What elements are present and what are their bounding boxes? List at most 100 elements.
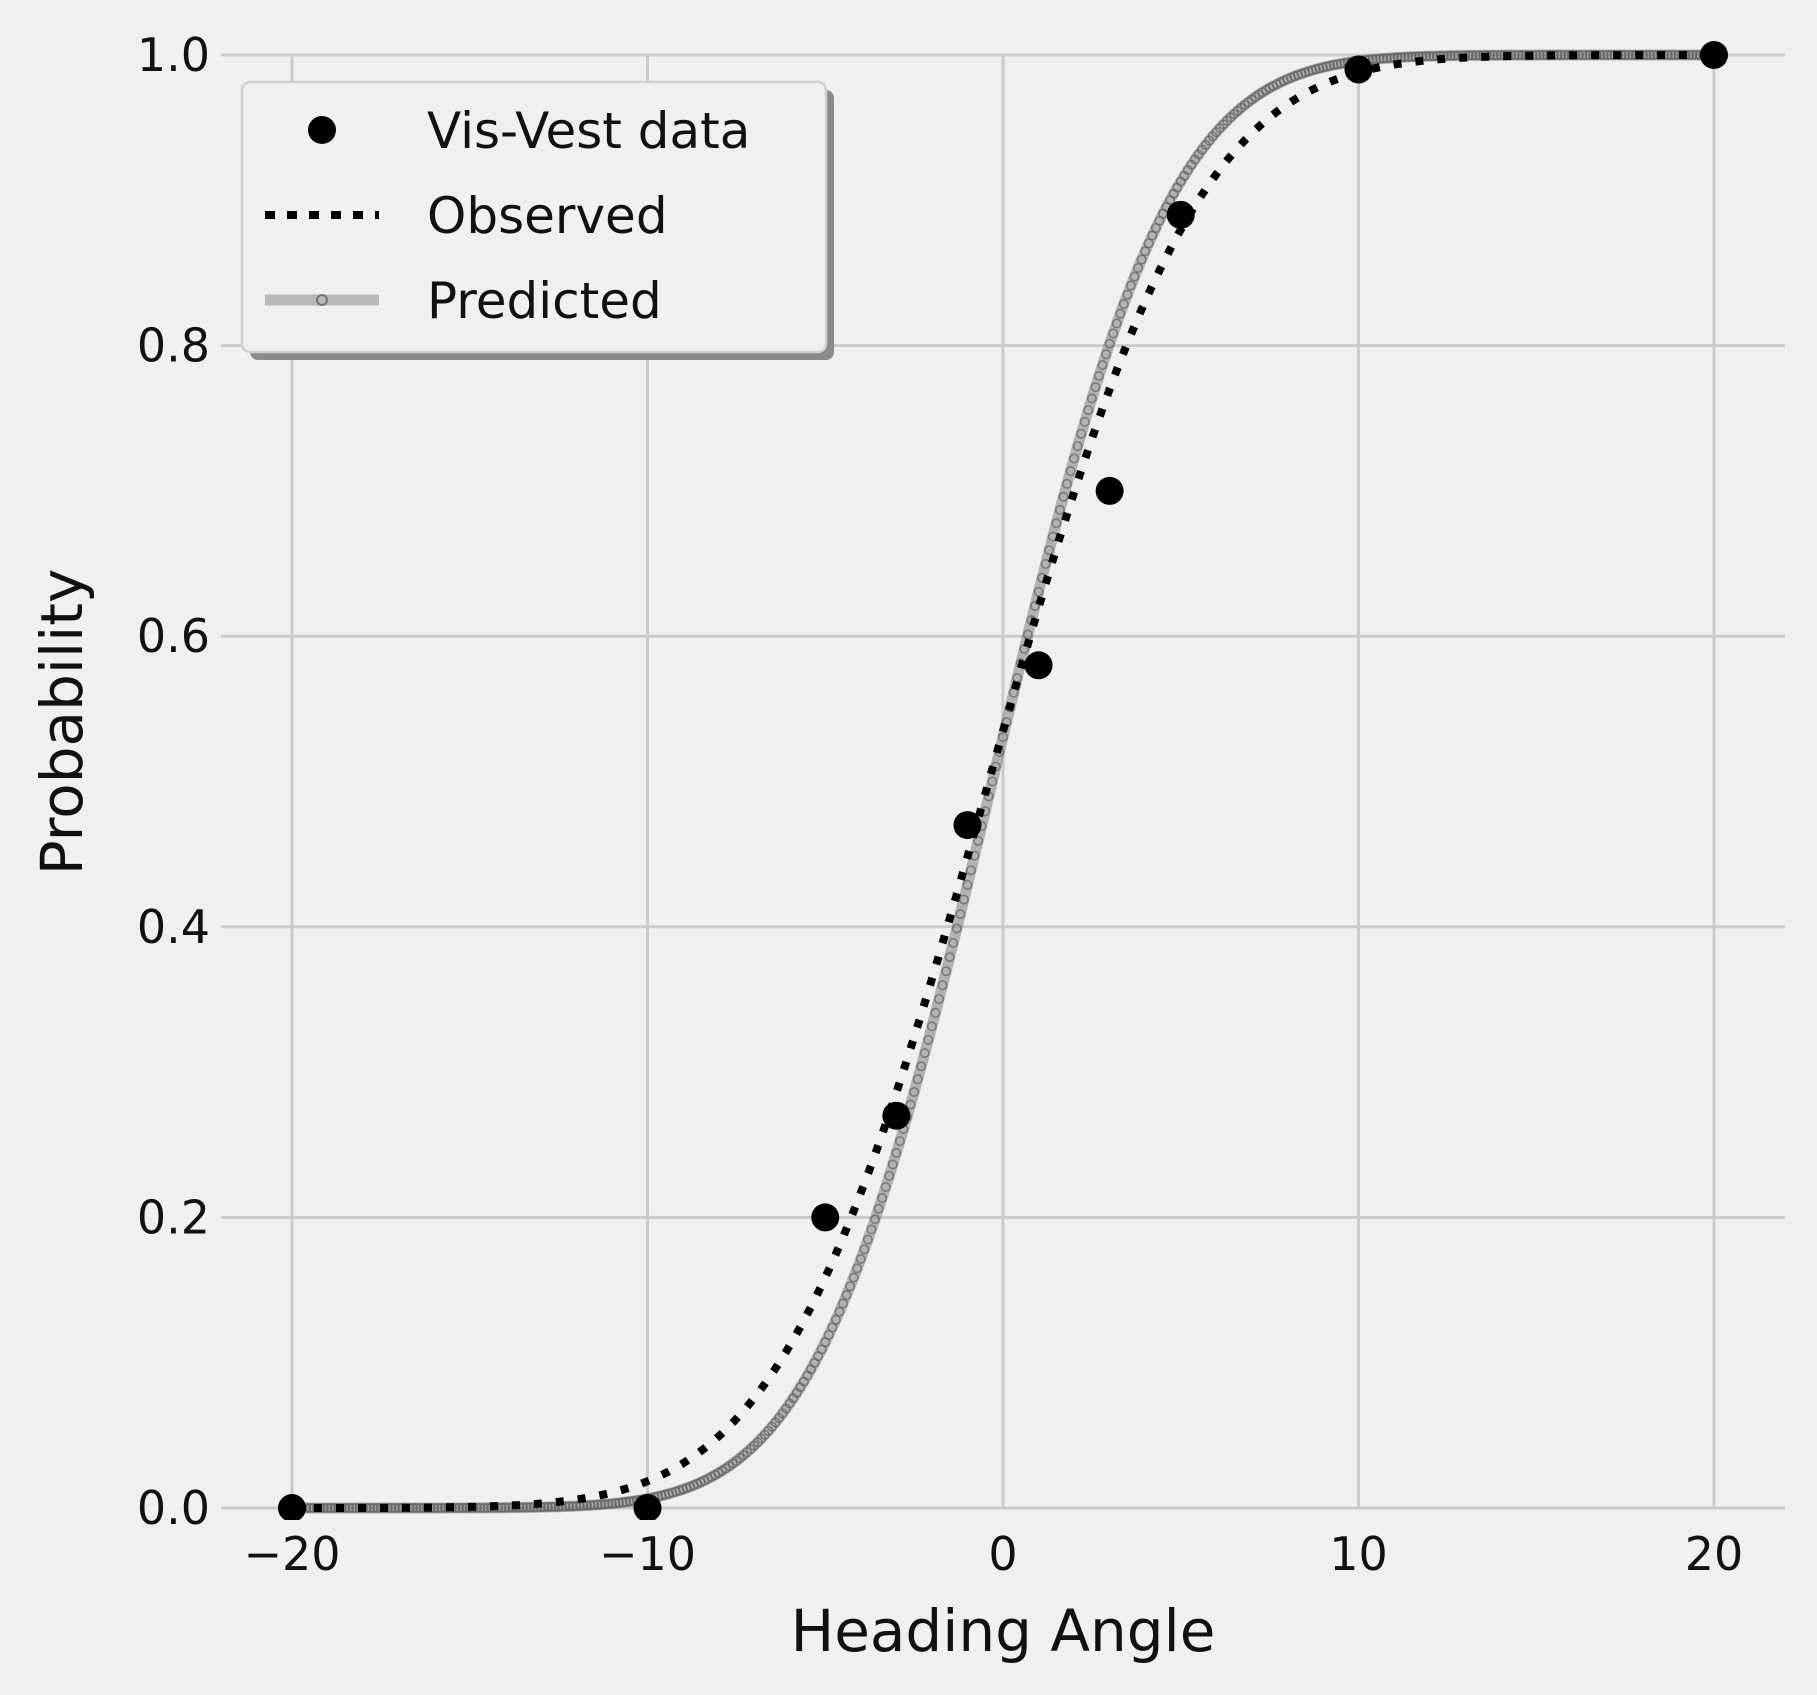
predicted-marker bbox=[1367, 54, 1378, 65]
predicted-marker bbox=[589, 1500, 600, 1511]
predicted-marker bbox=[1029, 600, 1040, 611]
predicted-marker bbox=[343, 1502, 354, 1513]
predicted-marker bbox=[322, 1502, 333, 1513]
predicted-marker bbox=[621, 1496, 632, 1507]
y-tick-label: 0.2 bbox=[137, 1190, 210, 1244]
predicted-marker bbox=[1104, 338, 1115, 349]
predicted-marker bbox=[1101, 349, 1112, 360]
predicted-marker bbox=[1598, 50, 1609, 61]
predicted-marker bbox=[1556, 50, 1567, 61]
predicted-marker bbox=[951, 923, 962, 934]
predicted-marker bbox=[962, 879, 973, 890]
predicted-marker bbox=[571, 1501, 582, 1512]
predicted-marker bbox=[1061, 478, 1072, 489]
predicted-marker bbox=[1467, 50, 1478, 61]
predicted-marker bbox=[1403, 51, 1414, 62]
predicted-marker bbox=[1093, 370, 1104, 381]
predicted-marker bbox=[1090, 382, 1101, 393]
predicted-marker bbox=[1406, 51, 1417, 62]
predicted-marker bbox=[1378, 53, 1389, 64]
predicted-marker bbox=[1069, 453, 1080, 464]
predicted-marker bbox=[1044, 545, 1055, 556]
predicted-marker bbox=[1040, 558, 1051, 569]
predicted-marker bbox=[916, 1061, 927, 1072]
predicted-marker bbox=[1488, 50, 1499, 61]
predicted-marker bbox=[870, 1214, 881, 1225]
x-axis-label: Heading Angle bbox=[791, 1597, 1216, 1665]
predicted-marker bbox=[948, 937, 959, 948]
predicted-marker bbox=[454, 1502, 465, 1513]
predicted-marker bbox=[866, 1224, 877, 1235]
curves bbox=[286, 49, 1720, 1514]
predicted-marker bbox=[1332, 59, 1343, 70]
predicted-marker bbox=[1371, 54, 1382, 65]
predicted-marker bbox=[365, 1502, 376, 1513]
predicted-marker bbox=[1385, 52, 1396, 63]
predicted-marker bbox=[891, 1147, 902, 1158]
predicted-marker bbox=[852, 1263, 863, 1274]
predicted-marker bbox=[610, 1498, 621, 1509]
predicted-marker bbox=[542, 1502, 553, 1513]
predicted-marker bbox=[1335, 58, 1346, 69]
predicted-marker bbox=[941, 966, 952, 977]
data-point bbox=[953, 811, 982, 840]
data-point bbox=[1344, 55, 1373, 84]
predicted-marker bbox=[912, 1074, 923, 1085]
predicted-marker bbox=[848, 1272, 859, 1283]
tick-labels: −20 −10 0 10 20 0.0 0.2 0.4 0.6 0.8 1.0 bbox=[137, 28, 1743, 1581]
predicted-marker bbox=[1136, 254, 1147, 265]
x-tick-label: −20 bbox=[243, 1527, 340, 1581]
predicted-marker bbox=[845, 1281, 856, 1292]
predicted-marker bbox=[841, 1290, 852, 1301]
predicted-marker bbox=[838, 1298, 849, 1309]
x-tick-label: 20 bbox=[1685, 1527, 1744, 1581]
predicted-marker bbox=[1559, 50, 1570, 61]
predicted-marker bbox=[546, 1501, 557, 1512]
predicted-marker bbox=[1022, 629, 1033, 640]
predicted-marker bbox=[1645, 50, 1656, 61]
predicted-marker bbox=[973, 835, 984, 846]
predicted-marker bbox=[1058, 491, 1069, 502]
predicted-marker bbox=[326, 1502, 337, 1513]
predicted-marker bbox=[955, 909, 966, 920]
predicted-marker bbox=[1133, 262, 1144, 273]
predicted-marker bbox=[624, 1496, 635, 1507]
observed-curve bbox=[291, 51, 1715, 1512]
predicted-marker bbox=[606, 1498, 617, 1509]
predicted-marker bbox=[958, 894, 969, 905]
predicted-marker bbox=[1083, 405, 1094, 416]
predicted-marker bbox=[1445, 50, 1456, 61]
data-points bbox=[278, 41, 1728, 1520]
predicted-marker bbox=[1140, 246, 1151, 257]
predicted-marker bbox=[436, 1502, 447, 1513]
predicted-marker bbox=[500, 1502, 511, 1513]
predicted-marker bbox=[1076, 428, 1087, 439]
predicted-marker bbox=[567, 1501, 578, 1512]
y-tick-label: 0.4 bbox=[137, 900, 210, 954]
predicted-marker bbox=[560, 1501, 571, 1512]
predicted-marker bbox=[937, 980, 948, 991]
predicted-marker bbox=[930, 1007, 941, 1018]
predicted-marker bbox=[919, 1048, 930, 1059]
predicted-marker bbox=[1492, 50, 1503, 61]
predicted-marker bbox=[1033, 586, 1044, 597]
predicted-marker bbox=[1097, 359, 1108, 370]
predicted-marker bbox=[1111, 318, 1122, 329]
predicted-marker bbox=[1634, 50, 1645, 61]
predicted-marker bbox=[859, 1244, 870, 1255]
predicted-marker bbox=[617, 1497, 628, 1508]
data-point bbox=[1095, 476, 1124, 505]
legend-label: Observed bbox=[427, 187, 668, 245]
predicted-marker bbox=[457, 1502, 468, 1513]
predicted-marker bbox=[368, 1502, 379, 1513]
predicted-marker bbox=[1602, 50, 1613, 61]
legend-label: Vis-Vest data bbox=[427, 102, 750, 160]
predicted-marker bbox=[1581, 50, 1592, 61]
predicted-marker bbox=[432, 1502, 443, 1513]
predicted-marker bbox=[1623, 50, 1634, 61]
x-tick-label: 10 bbox=[1329, 1527, 1388, 1581]
y-tick-label: 0.8 bbox=[137, 319, 210, 373]
data-point bbox=[278, 1494, 306, 1520]
legend-marker-data bbox=[308, 116, 336, 144]
